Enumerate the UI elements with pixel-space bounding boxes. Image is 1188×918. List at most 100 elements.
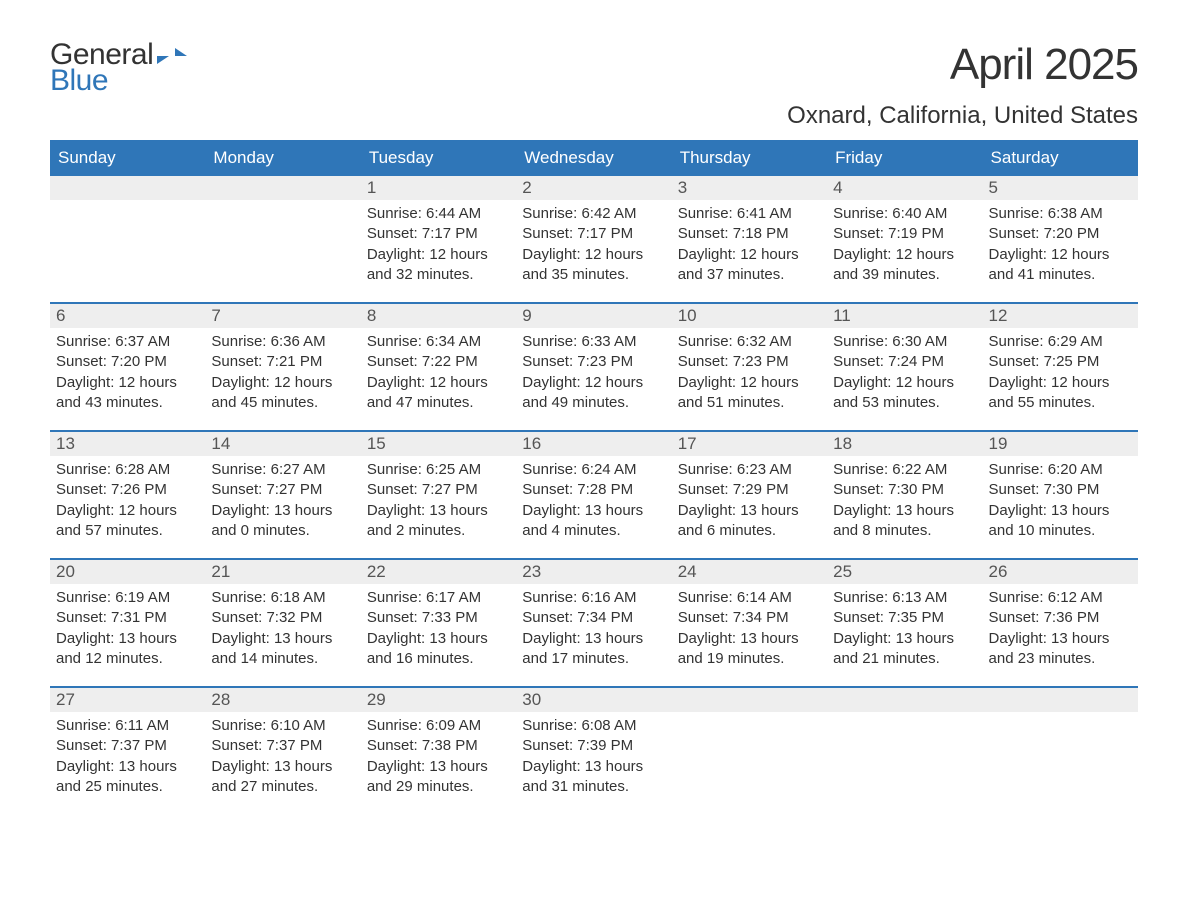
day-content: Sunrise: 6:27 AMSunset: 7:27 PMDaylight:… [205, 456, 360, 551]
sunset-line: Sunset: 7:27 PM [367, 480, 510, 500]
sunset-line: Sunset: 7:19 PM [833, 224, 976, 244]
daylight-line: Daylight: 13 hours and 0 minutes. [211, 501, 354, 542]
day-content: Sunrise: 6:36 AMSunset: 7:21 PMDaylight:… [205, 328, 360, 423]
day-content: Sunrise: 6:22 AMSunset: 7:30 PMDaylight:… [827, 456, 982, 551]
sunrise-line: Sunrise: 6:33 AM [522, 332, 665, 352]
day-number [672, 688, 827, 712]
sunset-line: Sunset: 7:26 PM [56, 480, 199, 500]
daylight-line: Daylight: 13 hours and 14 minutes. [211, 629, 354, 670]
day-content: Sunrise: 6:17 AMSunset: 7:33 PMDaylight:… [361, 584, 516, 679]
daylight-line: Daylight: 13 hours and 8 minutes. [833, 501, 976, 542]
sunrise-line: Sunrise: 6:20 AM [989, 460, 1132, 480]
day-content: Sunrise: 6:09 AMSunset: 7:38 PMDaylight:… [361, 712, 516, 807]
day-cell: 17Sunrise: 6:23 AMSunset: 7:29 PMDayligh… [672, 431, 827, 559]
day-number: 4 [827, 176, 982, 200]
daylight-line: Daylight: 13 hours and 21 minutes. [833, 629, 976, 670]
daylight-line: Daylight: 12 hours and 45 minutes. [211, 373, 354, 414]
day-content: Sunrise: 6:30 AMSunset: 7:24 PMDaylight:… [827, 328, 982, 423]
sunrise-line: Sunrise: 6:28 AM [56, 460, 199, 480]
sunrise-line: Sunrise: 6:09 AM [367, 716, 510, 736]
title-block: April 2025 Oxnard, California, United St… [787, 40, 1138, 130]
sunrise-line: Sunrise: 6:10 AM [211, 716, 354, 736]
day-content: Sunrise: 6:13 AMSunset: 7:35 PMDaylight:… [827, 584, 982, 679]
daylight-line: Daylight: 12 hours and 51 minutes. [678, 373, 821, 414]
day-cell: 18Sunrise: 6:22 AMSunset: 7:30 PMDayligh… [827, 431, 982, 559]
logo-text-blue: Blue [50, 66, 187, 96]
sunset-line: Sunset: 7:30 PM [833, 480, 976, 500]
daylight-line: Daylight: 13 hours and 29 minutes. [367, 757, 510, 798]
day-content: Sunrise: 6:34 AMSunset: 7:22 PMDaylight:… [361, 328, 516, 423]
sunrise-line: Sunrise: 6:36 AM [211, 332, 354, 352]
day-content: Sunrise: 6:10 AMSunset: 7:37 PMDaylight:… [205, 712, 360, 807]
col-friday: Friday [827, 141, 982, 175]
day-content [827, 712, 982, 726]
sunrise-line: Sunrise: 6:42 AM [522, 204, 665, 224]
day-cell: 30Sunrise: 6:08 AMSunset: 7:39 PMDayligh… [516, 687, 671, 815]
daylight-line: Daylight: 13 hours and 27 minutes. [211, 757, 354, 798]
day-content: Sunrise: 6:16 AMSunset: 7:34 PMDaylight:… [516, 584, 671, 679]
sunrise-line: Sunrise: 6:32 AM [678, 332, 821, 352]
sunset-line: Sunset: 7:35 PM [833, 608, 976, 628]
daylight-line: Daylight: 13 hours and 25 minutes. [56, 757, 199, 798]
day-number: 12 [983, 304, 1138, 328]
sunset-line: Sunset: 7:33 PM [367, 608, 510, 628]
sunrise-line: Sunrise: 6:19 AM [56, 588, 199, 608]
sunset-line: Sunset: 7:37 PM [56, 736, 199, 756]
day-number: 22 [361, 560, 516, 584]
day-number: 2 [516, 176, 671, 200]
day-number: 21 [205, 560, 360, 584]
day-number: 14 [205, 432, 360, 456]
col-monday: Monday [205, 141, 360, 175]
day-number: 19 [983, 432, 1138, 456]
day-content [205, 200, 360, 214]
sunrise-line: Sunrise: 6:17 AM [367, 588, 510, 608]
sunset-line: Sunset: 7:38 PM [367, 736, 510, 756]
day-number [50, 176, 205, 200]
sunrise-line: Sunrise: 6:37 AM [56, 332, 199, 352]
week-row: 13Sunrise: 6:28 AMSunset: 7:26 PMDayligh… [50, 431, 1138, 559]
day-number: 30 [516, 688, 671, 712]
week-row: 1Sunrise: 6:44 AMSunset: 7:17 PMDaylight… [50, 175, 1138, 303]
day-content: Sunrise: 6:40 AMSunset: 7:19 PMDaylight:… [827, 200, 982, 295]
day-number: 15 [361, 432, 516, 456]
day-cell: 10Sunrise: 6:32 AMSunset: 7:23 PMDayligh… [672, 303, 827, 431]
sunrise-line: Sunrise: 6:29 AM [989, 332, 1132, 352]
col-tuesday: Tuesday [361, 141, 516, 175]
day-number: 11 [827, 304, 982, 328]
week-row: 6Sunrise: 6:37 AMSunset: 7:20 PMDaylight… [50, 303, 1138, 431]
day-cell: 22Sunrise: 6:17 AMSunset: 7:33 PMDayligh… [361, 559, 516, 687]
day-cell [672, 687, 827, 815]
daylight-line: Daylight: 13 hours and 17 minutes. [522, 629, 665, 670]
day-number: 8 [361, 304, 516, 328]
sunset-line: Sunset: 7:27 PM [211, 480, 354, 500]
daylight-line: Daylight: 12 hours and 37 minutes. [678, 245, 821, 286]
daylight-line: Daylight: 12 hours and 57 minutes. [56, 501, 199, 542]
day-number: 16 [516, 432, 671, 456]
sunrise-line: Sunrise: 6:38 AM [989, 204, 1132, 224]
day-content: Sunrise: 6:24 AMSunset: 7:28 PMDaylight:… [516, 456, 671, 551]
sunset-line: Sunset: 7:20 PM [56, 352, 199, 372]
day-number [827, 688, 982, 712]
day-cell: 20Sunrise: 6:19 AMSunset: 7:31 PMDayligh… [50, 559, 205, 687]
day-number [205, 176, 360, 200]
header-row: Sunday Monday Tuesday Wednesday Thursday… [50, 141, 1138, 175]
col-sunday: Sunday [50, 141, 205, 175]
sunset-line: Sunset: 7:28 PM [522, 480, 665, 500]
day-cell: 6Sunrise: 6:37 AMSunset: 7:20 PMDaylight… [50, 303, 205, 431]
day-cell: 19Sunrise: 6:20 AMSunset: 7:30 PMDayligh… [983, 431, 1138, 559]
sunset-line: Sunset: 7:21 PM [211, 352, 354, 372]
day-content: Sunrise: 6:25 AMSunset: 7:27 PMDaylight:… [361, 456, 516, 551]
day-number [983, 688, 1138, 712]
sunset-line: Sunset: 7:17 PM [522, 224, 665, 244]
daylight-line: Daylight: 12 hours and 53 minutes. [833, 373, 976, 414]
day-content: Sunrise: 6:14 AMSunset: 7:34 PMDaylight:… [672, 584, 827, 679]
sunrise-line: Sunrise: 6:12 AM [989, 588, 1132, 608]
sunset-line: Sunset: 7:34 PM [522, 608, 665, 628]
sunset-line: Sunset: 7:24 PM [833, 352, 976, 372]
day-number: 1 [361, 176, 516, 200]
day-number: 28 [205, 688, 360, 712]
day-content: Sunrise: 6:23 AMSunset: 7:29 PMDaylight:… [672, 456, 827, 551]
day-cell: 29Sunrise: 6:09 AMSunset: 7:38 PMDayligh… [361, 687, 516, 815]
week-row: 27Sunrise: 6:11 AMSunset: 7:37 PMDayligh… [50, 687, 1138, 815]
sunrise-line: Sunrise: 6:24 AM [522, 460, 665, 480]
